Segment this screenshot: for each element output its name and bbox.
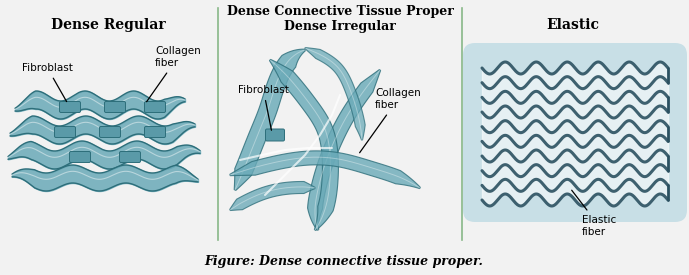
Polygon shape [230,151,420,189]
FancyBboxPatch shape [145,126,165,138]
FancyBboxPatch shape [70,152,90,163]
Polygon shape [307,70,380,230]
Text: Dense Connective Tissue Proper: Dense Connective Tissue Proper [227,5,453,18]
Text: Fibroblast: Fibroblast [22,63,73,101]
FancyBboxPatch shape [145,101,165,112]
Text: Collagen
fiber: Collagen fiber [147,46,200,102]
Text: Elastic: Elastic [546,18,599,32]
Polygon shape [269,59,338,230]
Text: Fibroblast: Fibroblast [238,85,289,130]
Polygon shape [234,49,305,190]
FancyBboxPatch shape [463,43,687,222]
Text: Dense Irregular: Dense Irregular [284,20,396,33]
FancyBboxPatch shape [105,101,125,112]
FancyBboxPatch shape [99,126,121,138]
Text: Figure: Dense connective tissue proper.: Figure: Dense connective tissue proper. [205,255,484,268]
Text: Collagen
fiber: Collagen fiber [360,88,421,153]
FancyBboxPatch shape [265,129,285,141]
FancyBboxPatch shape [54,126,76,138]
Polygon shape [229,182,315,211]
Text: Dense Regular: Dense Regular [51,18,165,32]
Polygon shape [305,48,365,140]
Text: Elastic
fiber: Elastic fiber [572,190,616,236]
FancyBboxPatch shape [119,152,141,163]
FancyBboxPatch shape [59,101,81,112]
